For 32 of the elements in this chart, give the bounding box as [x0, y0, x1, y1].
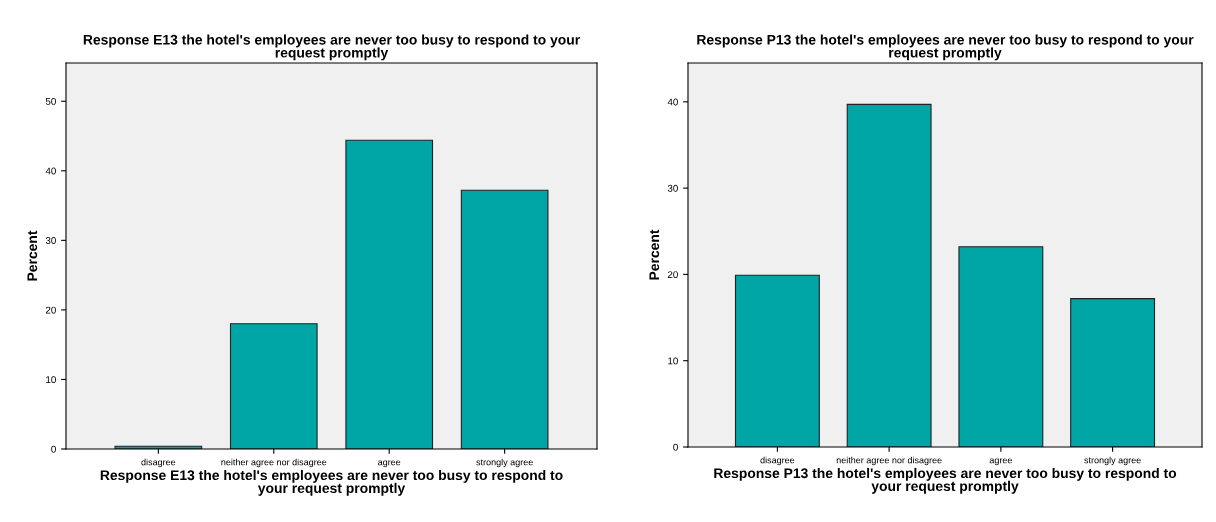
y-tick-label: 20 [667, 271, 678, 279]
bar [345, 139, 434, 449]
x-axis-title: Response P13 the hotel's employees are never too busy to respond to your request promptly [714, 467, 1177, 494]
x-tick-label: agree [378, 460, 401, 468]
bar [846, 103, 932, 447]
x-tick-label: strongly agree [476, 458, 533, 468]
bar [460, 189, 549, 449]
bar [1070, 298, 1156, 447]
y-tick-label: 40 [45, 167, 56, 175]
x-tick-label: agree [989, 458, 1013, 466]
x-axis-title: Response E13 the hotel's employees are never too busy to respond to your request promptly [100, 469, 563, 496]
chart-title: Response P13 the hotel's employees are never too busy to respond to your request promptly [697, 34, 1194, 61]
y-tick-label: 0 [673, 443, 678, 451]
bar [229, 323, 318, 449]
y-tick-label: 20 [45, 306, 56, 314]
x-tick-label: disagree [760, 456, 795, 466]
y-tick-label: 40 [667, 98, 678, 106]
x-tick-label: disagree [141, 458, 176, 468]
bar [958, 246, 1044, 447]
y-tick-label: 10 [46, 376, 56, 384]
y-tick-label: 0 [51, 445, 56, 453]
x-tick-label: neither agree nor disagree [836, 456, 942, 466]
y-tick-label: 30 [667, 184, 678, 192]
y-tick-label: 50 [45, 97, 56, 105]
y-tick-label: 30 [45, 237, 56, 244]
bar [734, 274, 820, 447]
y-axis-title: Percent [649, 229, 660, 280]
x-tick-label: neither agree nor disagree [221, 458, 327, 468]
chart-title: Response E13 the hotel's employees are never too busy to respond to your request promptly [83, 34, 580, 61]
x-tick-label: strongly agree [1084, 456, 1141, 466]
y-axis-title: Percent [27, 230, 38, 281]
y-tick-label: 10 [668, 357, 678, 365]
